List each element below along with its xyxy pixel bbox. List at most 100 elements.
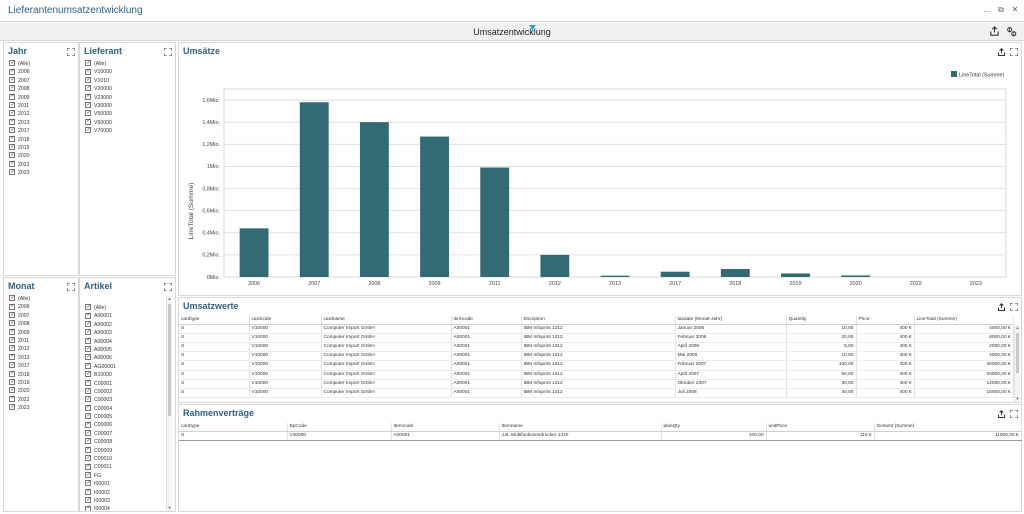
filter-item[interactable]: B10000 <box>85 370 116 379</box>
scroll-up-icon[interactable]: ▲ <box>167 296 172 301</box>
filter-item[interactable]: 2019 <box>9 143 30 152</box>
checkbox[interactable] <box>85 84 91 92</box>
filter-item[interactable]: A00002 <box>85 320 116 329</box>
checkbox[interactable] <box>85 328 91 336</box>
checkbox[interactable] <box>85 92 91 101</box>
column-header[interactable]: cardtype <box>179 423 288 433</box>
checkbox[interactable] <box>85 320 91 328</box>
filter-item[interactable]: V23000 <box>85 92 112 102</box>
filter-item[interactable]: A00006 <box>85 353 116 362</box>
filter-item[interactable]: 2007 <box>9 76 30 85</box>
filter-item[interactable]: I00001 <box>85 479 116 488</box>
export-icon[interactable] <box>997 48 1006 59</box>
filter-icon[interactable] <box>529 25 536 34</box>
checkbox[interactable] <box>85 101 91 109</box>
checkbox[interactable] <box>85 471 91 479</box>
checkbox[interactable] <box>9 134 15 143</box>
filter-item[interactable]: A00004 <box>85 336 116 346</box>
column-header[interactable]: unitPrice <box>766 423 875 433</box>
filter-item[interactable]: 2009 <box>9 327 30 337</box>
checkbox[interactable] <box>85 361 91 370</box>
column-header[interactable]: cardcode <box>249 316 322 326</box>
column-header[interactable]: BpCode <box>287 423 392 433</box>
checkbox[interactable] <box>85 496 91 504</box>
filter-item[interactable]: 2006 <box>9 67 30 76</box>
expand-icon[interactable] <box>1009 302 1019 313</box>
column-header[interactable]: Itemcode <box>391 423 500 433</box>
filter-item[interactable]: V60000 <box>85 117 112 127</box>
filter-item[interactable]: I00004 <box>85 504 116 511</box>
column-header[interactable]: cardname <box>321 316 452 326</box>
filter-item[interactable]: (Alle) <box>9 59 30 68</box>
checkbox[interactable] <box>85 378 91 387</box>
checkbox[interactable] <box>9 117 15 126</box>
table-row[interactable]: S V10000 Computer Import GmbH A00001 IBM Inf… <box>179 324 1014 335</box>
table-row[interactable]: S V10000 Computer Import GmbH A00001 IBM Inf… <box>179 342 1014 353</box>
scroll-down-icon[interactable]: ▼ <box>1015 396 1020 401</box>
checkbox[interactable] <box>85 454 91 462</box>
scroll-thumb[interactable] <box>1016 333 1019 373</box>
filter-item[interactable]: I00003 <box>85 496 116 505</box>
filter-item[interactable]: 2013 <box>9 117 30 127</box>
checkbox[interactable] <box>9 302 15 311</box>
expand-icon[interactable] <box>1009 409 1019 420</box>
table-row[interactable]: S V10000 Computer Import GmbH A00001 IBM Inf… <box>179 370 1014 380</box>
checkbox[interactable] <box>85 109 91 117</box>
checkbox[interactable] <box>85 387 91 395</box>
minimize-button[interactable]: ... <box>983 5 991 14</box>
checkbox[interactable] <box>85 420 91 429</box>
export-icon[interactable] <box>989 26 1001 38</box>
checkbox[interactable] <box>9 344 15 352</box>
restore-button[interactable]: ⧉ <box>998 5 1004 14</box>
checkbox[interactable] <box>9 143 15 151</box>
filter-item[interactable]: 2012 <box>9 344 30 353</box>
expand-icon[interactable] <box>66 282 76 292</box>
checkbox[interactable] <box>9 92 15 101</box>
filter-item[interactable]: V10000 <box>85 67 112 76</box>
filter-item[interactable]: 2011 <box>9 336 30 345</box>
checkbox[interactable] <box>9 319 15 327</box>
filter-item[interactable]: 2020 <box>9 386 30 395</box>
filter-item[interactable]: A00005 <box>85 345 116 354</box>
filter-item[interactable]: 2019 <box>9 378 30 387</box>
checkbox[interactable] <box>85 437 91 445</box>
filter-item[interactable]: FG <box>85 471 116 480</box>
checkbox[interactable] <box>9 126 15 134</box>
filter-item[interactable]: C00004 <box>85 403 116 413</box>
column-header[interactable]: Dscription <box>521 316 676 326</box>
filter-item[interactable]: C00005 <box>85 412 116 421</box>
checkbox[interactable] <box>85 479 91 487</box>
filter-item[interactable]: C00001 <box>85 378 116 388</box>
checkbox[interactable] <box>9 101 15 109</box>
checkbox[interactable] <box>9 386 15 394</box>
checkbox[interactable] <box>85 412 91 420</box>
checkbox[interactable] <box>85 303 91 311</box>
checkbox[interactable] <box>9 378 15 386</box>
filter-item[interactable]: 2017 <box>9 361 30 370</box>
column-header[interactable]: itemcode <box>451 316 522 326</box>
checkbox[interactable] <box>85 126 91 134</box>
filter-item[interactable]: 2012 <box>9 109 30 118</box>
filter-item[interactable]: C00003 <box>85 395 116 404</box>
column-header[interactable]: planQty <box>661 423 767 433</box>
filter-item[interactable]: C00011 <box>85 462 116 471</box>
checkbox[interactable] <box>9 311 15 319</box>
filter-item[interactable]: 2018 <box>9 134 30 144</box>
checkbox[interactable] <box>9 159 15 168</box>
checkbox[interactable] <box>85 504 91 511</box>
expand-icon[interactable] <box>163 47 173 57</box>
filter-item[interactable]: A00003 <box>85 328 116 337</box>
checkbox[interactable] <box>9 76 15 84</box>
filter-item[interactable]: 2018 <box>9 369 30 379</box>
expand-icon[interactable] <box>163 282 173 292</box>
table-row[interactable]: S V10000 Computer Import GmbH A00001 IBM Inf… <box>179 351 1014 362</box>
checkbox[interactable] <box>85 403 91 412</box>
filter-item[interactable]: 2007 <box>9 311 30 320</box>
filter-item[interactable]: 2011 <box>9 101 30 110</box>
checkbox[interactable] <box>9 59 15 67</box>
checkbox[interactable] <box>85 462 91 471</box>
filter-item[interactable]: 2009 <box>9 92 30 102</box>
export-icon[interactable] <box>997 303 1006 314</box>
table-row[interactable]: S V30000 A00001 J.B. Multifunktionsdrucker … <box>179 431 1022 442</box>
checkbox[interactable] <box>85 345 91 353</box>
